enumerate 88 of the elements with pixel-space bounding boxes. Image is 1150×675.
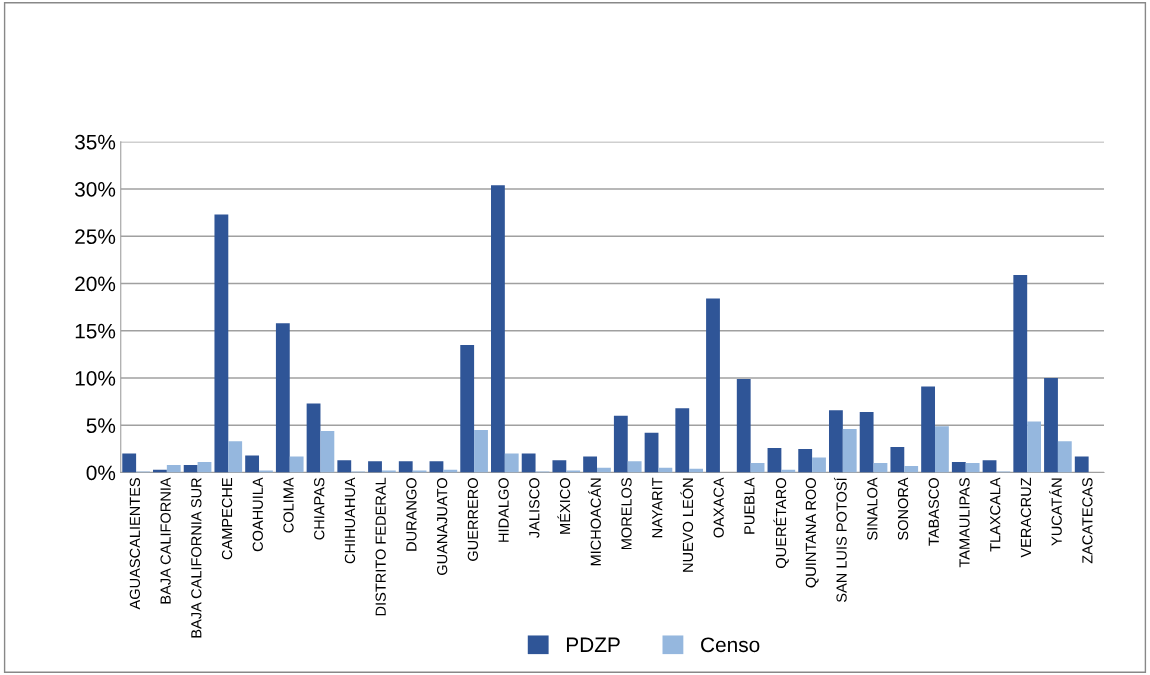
bar [812,457,826,473]
x-tick-label: TABASCO [928,478,939,546]
bar [398,461,413,473]
bar [460,344,475,473]
x-tick-label: JALISCO [529,478,540,538]
bar [521,453,536,473]
bar [320,430,335,473]
x-tick-label: AGUASCALIENTES [129,478,141,610]
bar [1074,456,1089,473]
y-tick-label: 0% [86,465,116,481]
bar [1044,378,1058,473]
x-tick-label: COAHUILA [252,477,263,552]
bar [798,448,813,473]
x-tick-label: BAJA CALIFORNIA [160,477,171,604]
y-tick-label: 10% [75,371,116,386]
bar [183,464,198,473]
bar [228,441,243,473]
x-tick-label: GUERRERO [467,478,479,561]
x-tick-label: OAXACA [713,477,724,538]
bar [706,298,720,473]
x-tick-label: ZACATECAS [1082,478,1093,564]
x-tick-label: DURANGO [406,478,417,551]
bar [289,456,304,473]
bar [122,453,137,473]
x-tick-label: TAMAULIPAS [959,478,970,568]
y-tick-label: 35% [74,134,116,150]
x-tick-label: MICHOACÁN [588,478,601,566]
bar [736,378,751,473]
bar [306,403,321,473]
x-tick-label: DISTRITO FEDERAL [375,477,386,616]
x-tick-label: NAYARIT [652,477,663,538]
bar [859,412,874,473]
x-tick-label: BAJA CALIFORNIA SUR [191,478,202,638]
y-tick-label: 15% [75,323,116,339]
bar [935,426,949,473]
bar [368,461,382,473]
bar [675,408,690,473]
legend-label: PDZP [566,637,620,652]
bar [982,460,997,473]
x-tick-label: HIDALGO [498,478,509,542]
x-tick-label: SONORA [897,477,909,540]
x-tick-label: QUINTANA ROO [805,478,819,588]
x-tick-label: GUANAJUATO [436,478,448,575]
bar [275,323,290,473]
bar [829,410,843,473]
bar [245,455,260,473]
x-tick-label: PUEBLA [744,477,755,534]
legend-label: Censo [701,637,760,653]
bar [965,463,980,473]
bar [552,460,567,473]
x-tick-label: NUEVO LEÓN [680,478,694,572]
x-tick-label: VERACRUZ [1020,477,1032,558]
x-tick-label: QUERÉTARO [773,478,789,568]
bar [951,462,966,473]
x-tick-label: SAN LUIS POTOSÍ [833,477,847,603]
bar [197,462,212,473]
bar [890,446,905,473]
x-tick-label: CHIAPAS [314,478,325,540]
bar [429,461,444,473]
bar [166,464,181,473]
x-tick-label: TLAXCALA [990,477,1001,552]
bar [921,386,935,473]
bar [504,453,519,473]
x-tick-label: MÉXICO [557,478,571,534]
bar [337,460,352,473]
x-tick-label: MORELOS [621,478,632,550]
bar [474,429,488,473]
x-tick-label: COLIMA [283,477,294,533]
bar [613,415,628,473]
bar [644,432,659,473]
y-tick-label: 25% [75,229,116,244]
x-tick-label: CAMPECHE [221,477,233,560]
bar [1027,421,1042,473]
y-tick-label: 20% [75,276,116,292]
bar [583,456,598,473]
y-tick-label: 5% [86,418,116,433]
y-tick-label: 30% [74,182,116,197]
x-tick-label: SINALOA [867,477,878,540]
bar [491,185,505,473]
bar [904,465,919,473]
bar [1013,275,1028,473]
bar [627,461,642,473]
x-tick-label: CHIHUAHUA [344,477,356,564]
bar [214,214,229,473]
x-tick-label: YUCATÁN [1049,478,1062,546]
bar [842,429,857,473]
bar [1057,441,1072,473]
bar [767,447,782,473]
